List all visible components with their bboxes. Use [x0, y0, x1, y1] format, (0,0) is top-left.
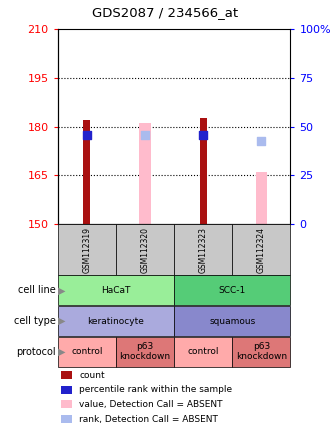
Text: control: control — [71, 347, 103, 356]
Text: value, Detection Call = ABSENT: value, Detection Call = ABSENT — [79, 400, 223, 409]
Bar — [255, 172, 267, 224]
Point — [142, 131, 148, 138]
Text: p63
knockdown: p63 knockdown — [119, 342, 171, 361]
Text: percentile rank within the sample: percentile rank within the sample — [79, 385, 232, 394]
Point — [259, 138, 264, 145]
Text: squamous: squamous — [209, 317, 255, 325]
Text: GSM112319: GSM112319 — [82, 227, 91, 273]
Text: GDS2087 / 234566_at: GDS2087 / 234566_at — [92, 6, 238, 19]
Bar — [200, 119, 207, 224]
Point — [84, 131, 89, 138]
Bar — [139, 123, 151, 224]
Text: cell type: cell type — [14, 316, 56, 326]
Text: GSM112324: GSM112324 — [257, 227, 266, 273]
Text: rank, Detection Call = ABSENT: rank, Detection Call = ABSENT — [79, 415, 218, 424]
Text: count: count — [79, 371, 105, 380]
Text: keratinocyte: keratinocyte — [87, 317, 144, 325]
Text: ▶: ▶ — [58, 285, 65, 295]
Text: GSM112320: GSM112320 — [141, 227, 149, 273]
Text: control: control — [187, 347, 219, 356]
Text: p63
knockdown: p63 knockdown — [236, 342, 287, 361]
Text: HaCaT: HaCaT — [101, 286, 131, 295]
Text: GSM112323: GSM112323 — [199, 227, 208, 273]
Bar — [83, 120, 90, 224]
Text: protocol: protocol — [16, 347, 56, 357]
Text: cell line: cell line — [18, 285, 56, 295]
Point — [201, 131, 206, 138]
Text: SCC-1: SCC-1 — [218, 286, 246, 295]
Text: ▶: ▶ — [58, 347, 65, 357]
Text: ▶: ▶ — [58, 316, 65, 326]
